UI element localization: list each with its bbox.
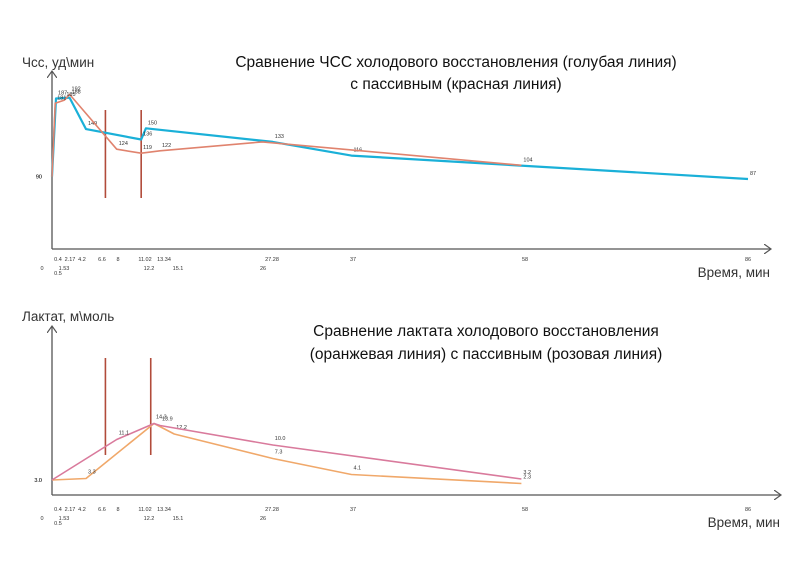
x-tick-label: 13.34 [157,507,171,513]
data-label: 192 [72,86,81,92]
x-tick-label: 37 [350,257,356,263]
x-tick-label: 0.4 [54,507,62,513]
data-label: 3.0 [34,478,42,484]
data-label: 90 [36,175,42,181]
data-label: 7.3 [275,450,283,456]
data-label: 3.0 [34,478,42,484]
x-tick-label: 12.2 [144,266,155,272]
x-tick-label: 8 [116,507,119,513]
y-axis-label: Чсс, уд\мин [22,55,94,70]
data-label: 104 [523,157,532,163]
x-tick-label: 0 [40,266,43,272]
x-tick-label: 4.2 [78,257,86,263]
x-axis-label: Время, мин [698,265,770,280]
data-label: 87 [750,171,756,177]
data-label: 136 [143,132,152,138]
data-label: 13.9 [162,417,173,423]
data-label: 122 [162,143,171,149]
data-label: 185 [66,92,75,98]
x-tick-label: 12.2 [144,516,155,522]
x-tick-label: 1.53 [59,516,70,522]
data-label: 188 [72,90,81,96]
data-label: 4.1 [353,466,361,472]
x-tick-label: 2.17 [65,507,76,513]
series-line [51,93,522,177]
x-tick-label: 15.1 [173,516,184,522]
data-label: 133 [275,134,284,140]
x-tick-label: 8 [116,257,119,263]
x-tick-label: 15.1 [173,266,184,272]
data-label: 2.3 [523,475,531,481]
x-tick-label: 11.02 [138,257,151,263]
data-label: 3.3 [88,470,96,476]
x-tick-label: 0.5 [54,521,62,527]
x-tick-label: 6.6 [98,257,106,263]
x-axis-label: Время, мин [708,515,780,530]
series-line [51,422,522,481]
x-tick-label: 26 [260,516,266,522]
data-label: 90 [36,175,42,181]
data-label: 3.2 [523,470,531,476]
x-tick-label: 86 [745,507,751,513]
x-tick-label: 2.17 [65,257,76,263]
x-tick-label: 13.34 [157,257,171,263]
x-tick-label: 86 [745,257,751,263]
x-tick-label: 27.28 [265,507,279,513]
x-tick-label: 0.4 [54,257,62,263]
x-tick-label: 6.6 [98,507,106,513]
x-tick-label: 58 [522,257,528,263]
chart-title: Сравнение ЧСС холодового восстановления … [235,54,676,71]
x-tick-label: 26 [260,266,266,272]
data-label: 149 [88,121,97,127]
data-label: 181 [57,95,66,101]
chart-subtitle: с пассивным (красная линия) [350,76,561,93]
data-label: 187 [58,90,67,96]
x-tick-label: 4.2 [78,507,86,513]
data-label: 150 [148,120,157,126]
chart-subtitle: (оранжевая линия) с пассивным (розовая л… [310,346,663,363]
data-label: 11.1 [119,431,129,437]
x-tick-label: 11.02 [138,507,151,513]
x-tick-label: 0 [40,516,43,522]
x-tick-label: 1.53 [59,266,70,272]
x-tick-label: 0.5 [54,271,62,277]
data-label: 14.3 [156,415,167,421]
chart-title: Сравнение лактата холодового восстановле… [313,323,659,340]
data-label: 124 [119,141,128,147]
series-line [51,422,522,485]
y-axis-label: Лактат, м\моль [22,309,114,324]
x-tick-label: 58 [522,507,528,513]
series-line [50,96,749,181]
x-tick-label: 27.28 [265,257,279,263]
data-label: 10.0 [275,436,286,442]
x-tick-label: 37 [350,507,356,513]
data-label: 12.2 [176,425,187,431]
data-label: 119 [143,145,152,151]
